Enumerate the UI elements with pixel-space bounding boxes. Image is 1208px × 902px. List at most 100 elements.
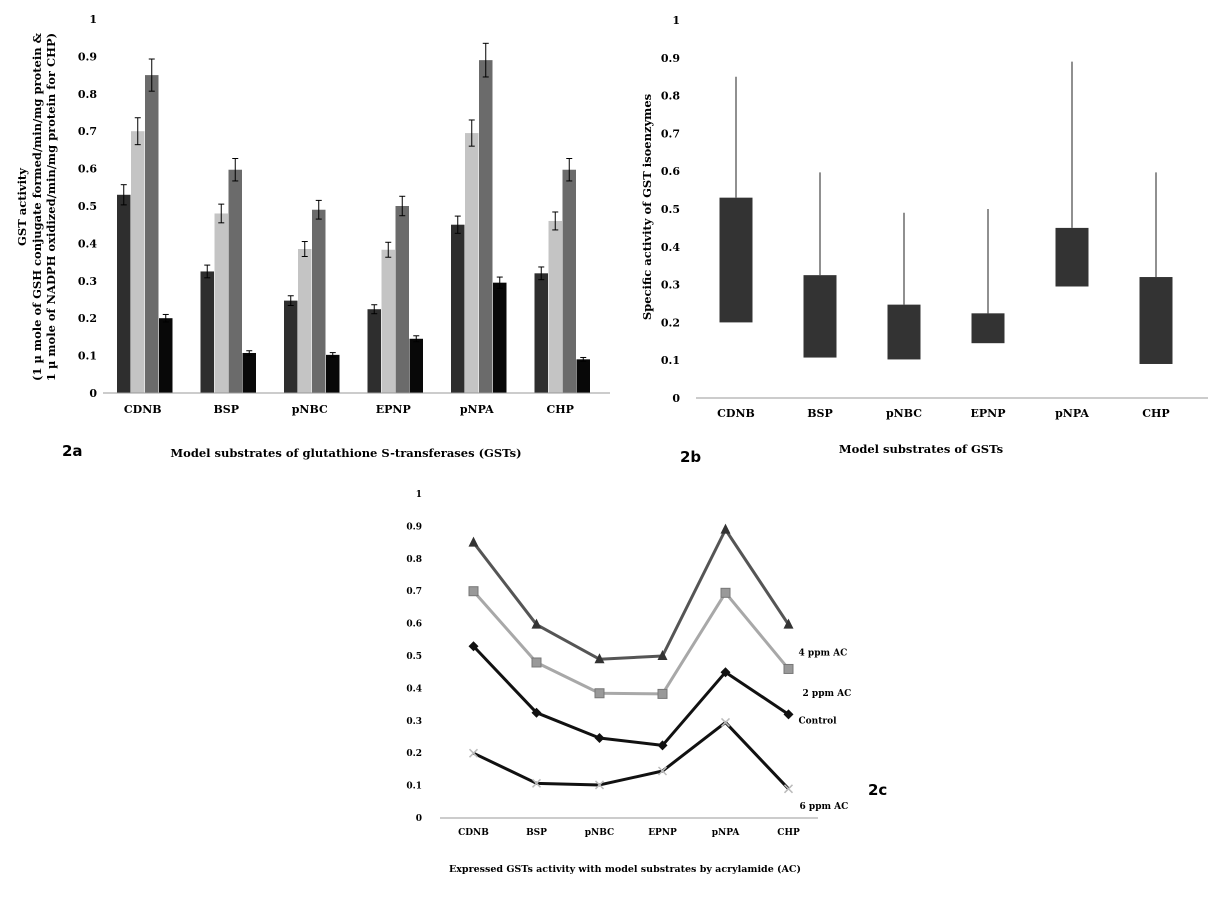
chart-2a-xtick-pnpa: pNPA bbox=[460, 403, 494, 416]
chart-2a-errorbar-4-ppm-ac-cdnb bbox=[148, 58, 155, 92]
chart-2c-xtick-chp: CHP bbox=[777, 828, 800, 838]
chart-2c-line-control bbox=[472, 645, 790, 747]
chart-2c-point-control-pnbc bbox=[594, 732, 605, 743]
chart-2b-ytick-label: 0.8 bbox=[661, 90, 680, 103]
chart-2c-point-4-ppm-ac-cdnb bbox=[468, 536, 479, 547]
chart-2a-bar-control-pnpa bbox=[451, 224, 465, 393]
chart-2c-ytick-label: 0.6 bbox=[406, 620, 422, 630]
chart-2b-panel-label: 2b bbox=[680, 448, 701, 466]
chart-2c-line-2-ppm-ac bbox=[472, 590, 790, 696]
chart-2a-ytick-label: 0.4 bbox=[78, 237, 97, 250]
chart-2a-bar-4-ppm-ac-pnpa bbox=[479, 60, 493, 393]
chart-2c-panel-label: 2c bbox=[868, 781, 887, 799]
chart-2a-ytick-label: 0.3 bbox=[78, 275, 97, 288]
chart-2a-bar-2-ppm-ac-pnpa bbox=[465, 133, 479, 393]
chart-2a-errorbar-control-pnpa bbox=[454, 215, 461, 234]
chart-2c-series-label-6-ppm-ac: 6 ppm AC bbox=[800, 802, 849, 812]
chart-2b-xtick-pnbc: pNBC bbox=[886, 407, 922, 420]
chart-2b-box-pnpa bbox=[1055, 227, 1089, 287]
chart-2a-bar-4-ppm-ac-chp bbox=[562, 169, 576, 393]
chart-2a-ytick-label: 0.6 bbox=[78, 163, 97, 176]
chart-2a-bar-control-chp bbox=[534, 273, 548, 393]
chart-2b-ytick-label: 0.3 bbox=[661, 279, 680, 292]
chart-2c-line: 0 0.1 0.2 0.3 0.4 0.5 0.6 0.7 0.8 0.9 1 CDNB BSP pNB… bbox=[406, 490, 887, 875]
chart-2b-ytick-label: 1 bbox=[672, 14, 680, 27]
chart-2b-ytick-label: 0 bbox=[672, 392, 680, 405]
chart-2c-point-2-ppm-ac-chp bbox=[783, 663, 794, 674]
chart-2a-bar-2-ppm-ac-cdnb bbox=[131, 131, 145, 393]
chart-2a-ytick-label: 0.9 bbox=[78, 50, 97, 63]
chart-2c-point-control-cdnb bbox=[468, 641, 479, 652]
chart-2a-ytick-label: 0.8 bbox=[78, 88, 97, 101]
chart-2c-point-6-ppm-ac-epnp bbox=[657, 766, 668, 776]
chart-2a-errorbar-2-ppm-ac-bsp bbox=[218, 203, 225, 224]
chart-2b-ytick-label: 0.6 bbox=[661, 165, 680, 178]
chart-2a-xtick-cdnb: CDNB bbox=[124, 403, 162, 416]
chart-2a-errorbar-6-ppm-ac-pnbc bbox=[329, 352, 336, 358]
chart-2c-point-2-ppm-ac-epnp bbox=[657, 688, 668, 699]
chart-2c-point-6-ppm-ac-chp bbox=[783, 784, 794, 794]
chart-2b-box-pnbc bbox=[887, 304, 921, 360]
chart-2c-line-6-ppm-ac bbox=[472, 720, 790, 790]
chart-2c-point-control-bsp bbox=[531, 707, 542, 718]
chart-2c-ytick-label: 0.2 bbox=[406, 749, 422, 759]
chart-2b-box-cdnb bbox=[719, 197, 753, 323]
chart-2c-ytick-label: 0.4 bbox=[406, 684, 422, 694]
chart-2a-errorbar-4-ppm-ac-epnp bbox=[399, 195, 406, 217]
chart-2a-bar-6-ppm-ac-bsp bbox=[242, 352, 256, 393]
chart-2b-xtick-epnp: EPNP bbox=[971, 407, 1006, 420]
chart-2a-ylabel-line-1: GST activity bbox=[15, 168, 29, 246]
chart-2a-bar-6-ppm-ac-pnpa bbox=[493, 282, 507, 393]
chart-2a-ytick-label: 0.5 bbox=[78, 200, 97, 213]
chart-2a-bar-control-epnp bbox=[367, 309, 381, 393]
chart-2a-errorbar-control-chp bbox=[538, 266, 545, 281]
chart-2a-xtick-pnbc: pNBC bbox=[292, 403, 328, 416]
chart-2a-ytick-label: 1 bbox=[89, 13, 97, 26]
chart-2a-errorbar-6-ppm-ac-cdnb bbox=[162, 313, 169, 323]
chart-2c-point-6-ppm-ac-pnpa bbox=[720, 717, 731, 727]
chart-2a-errorbar-4-ppm-ac-pnbc bbox=[315, 199, 322, 220]
chart-2a-bar-control-cdnb bbox=[117, 194, 131, 393]
chart-2c-point-4-ppm-ac-pnpa bbox=[720, 523, 731, 534]
chart-2c-point-2-ppm-ac-cdnb bbox=[468, 586, 479, 597]
chart-2c-ytick-label: 0.5 bbox=[406, 652, 422, 662]
chart-2a-errorbar-4-ppm-ac-chp bbox=[566, 158, 573, 182]
chart-2c-point-4-ppm-ac-chp bbox=[783, 618, 794, 629]
chart-2c-xlabel: Expressed GSTs activity with model subst… bbox=[449, 864, 801, 875]
chart-2a-bar-6-ppm-ac-epnp bbox=[409, 338, 423, 393]
chart-2b-ylabel: Specific activity of GST isoenzymes bbox=[640, 94, 654, 320]
chart-2b-xtick-pnpa: pNPA bbox=[1055, 407, 1089, 420]
chart-2a-errorbar-control-bsp bbox=[204, 264, 211, 279]
chart-2b-ytick-label: 0.5 bbox=[661, 203, 680, 216]
chart-2c-ytick-label: 0 bbox=[416, 814, 422, 824]
chart-2c-ytick-label: 0.3 bbox=[406, 717, 422, 727]
chart-2a-bar-2-ppm-ac-epnp bbox=[381, 249, 395, 393]
chart-2a-ytick-label: 0.2 bbox=[78, 312, 97, 325]
chart-2a-bar-4-ppm-ac-cdnb bbox=[145, 75, 159, 393]
chart-2a-bar-4-ppm-ac-bsp bbox=[228, 169, 242, 393]
chart-2b-ytick-label: 0.9 bbox=[661, 52, 680, 65]
chart-2b-box-epnp bbox=[971, 313, 1005, 344]
chart-2a-ytick-label: 0.7 bbox=[78, 125, 97, 138]
chart-2c-point-2-ppm-ac-pnpa bbox=[720, 587, 731, 598]
chart-2c-point-6-ppm-ac-bsp bbox=[531, 778, 542, 788]
chart-2a-bar-2-ppm-ac-bsp bbox=[214, 213, 228, 393]
chart-2a-errorbar-6-ppm-ac-chp bbox=[580, 356, 587, 362]
chart-2a-ylabel: GST activity (1 µ mole of GSH conjugate … bbox=[15, 32, 58, 381]
chart-2b-xtick-chp: CHP bbox=[1142, 407, 1169, 420]
chart-2a-panel-label: 2a bbox=[62, 442, 83, 460]
chart-2c-ytick-label: 1 bbox=[416, 490, 422, 500]
chart-2c-point-2-ppm-ac-pnbc bbox=[594, 688, 605, 699]
chart-2b-ytick-label: 0.7 bbox=[661, 127, 680, 140]
chart-2a-errorbar-6-ppm-ac-bsp bbox=[246, 350, 253, 356]
chart-2c-point-4-ppm-ac-pnbc bbox=[594, 653, 605, 664]
chart-2a-errorbar-4-ppm-ac-pnpa bbox=[482, 42, 489, 78]
chart-2c-xtick-pnbc: pNBC bbox=[585, 828, 614, 838]
chart-2a-bar-6-ppm-ac-chp bbox=[576, 359, 590, 393]
chart-2a-errorbar-2-ppm-ac-epnp bbox=[385, 241, 392, 258]
chart-2c-point-4-ppm-ac-bsp bbox=[531, 618, 542, 629]
chart-2a-errorbar-control-pnbc bbox=[287, 295, 294, 306]
chart-2a-grouped-bar: GST activity (1 µ mole of GSH conjugate … bbox=[15, 13, 610, 460]
chart-2c-point-4-ppm-ac-epnp bbox=[657, 650, 668, 660]
chart-2a-bar-4-ppm-ac-epnp bbox=[395, 206, 409, 393]
